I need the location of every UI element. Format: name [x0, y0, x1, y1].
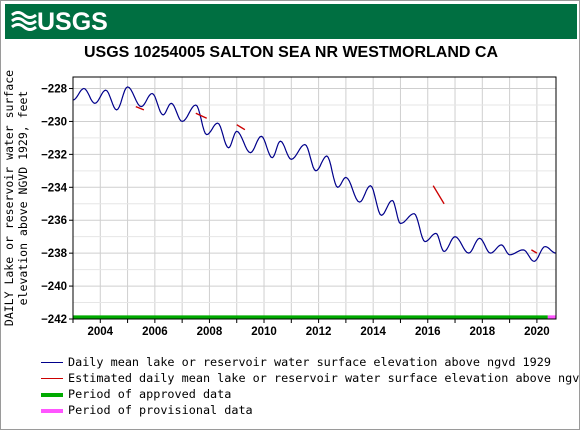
legend-label: Period of approved data: [68, 387, 232, 401]
legend-label: Daily mean lake or reservoir water surfa…: [68, 355, 551, 369]
legend-item: Daily mean lake or reservoir water surfa…: [41, 354, 579, 370]
x-tick-label: 2016: [415, 326, 441, 338]
estimated-series-segment: [531, 249, 538, 254]
legend-swatch: [41, 392, 63, 397]
x-tick-label: 2008: [197, 326, 223, 338]
usgs-banner: USGS: [5, 4, 577, 39]
x-tick-label: 2006: [142, 326, 168, 338]
legend-item: Estimated daily mean lake or reservoir w…: [41, 370, 580, 386]
estimated-series-segment: [195, 112, 207, 119]
legend-label: Estimated daily mean lake or reservoir w…: [68, 371, 580, 385]
series-lines: [72, 86, 557, 263]
x-tick-label: 2010: [251, 326, 277, 338]
estimated-series-segment: [135, 105, 145, 111]
estimated-series-segment: [236, 124, 246, 131]
chart-title: USGS 10254005 SALTON SEA NR WESTMORLAND …: [83, 44, 498, 61]
y-tick-label: −242: [41, 314, 67, 326]
legend: Daily mean lake or reservoir water surfa…: [41, 354, 580, 418]
x-tick-label: 2014: [360, 326, 386, 338]
y-tick-label: −240: [41, 281, 67, 293]
plot-frame: [72, 76, 557, 320]
legend-swatch: [41, 408, 63, 413]
estimated-series-segment: [432, 185, 445, 205]
y-axis-label: DAILY Lake or reservoir water surfaceele…: [2, 70, 30, 326]
y-tick-label: −236: [41, 215, 67, 227]
legend-label: Period of provisional data: [68, 403, 253, 417]
usgs-logo-text: USGS: [37, 8, 108, 36]
usgs-wave-icon: [11, 11, 37, 31]
axis-ticks: 2004 2006 2008 2010 2012 2014 2016 2018 2020 −228…: [41, 84, 550, 338]
y-tick-label: −234: [41, 182, 68, 194]
x-tick-label: 2004: [87, 326, 113, 338]
y-tick-label: −238: [41, 248, 68, 260]
legend-item: Period of approved data: [41, 386, 579, 402]
grid-lines: [72, 77, 556, 320]
daily-mean-series-line: [72, 86, 557, 263]
legend-swatch: [41, 362, 63, 363]
x-tick-label: 2018: [470, 326, 496, 338]
y-tick-label: −228: [41, 84, 68, 96]
y-tick-label: −232: [41, 149, 67, 161]
y-tick-label: −230: [41, 116, 67, 128]
chart-svg: 2004 2006 2008 2010 2012 2014 2016 2018 2020 −228…: [2, 70, 557, 338]
x-tick-label: 2012: [306, 326, 332, 338]
legend-item: Period of provisional data: [41, 402, 579, 418]
x-tick-label: 2020: [524, 326, 550, 338]
legend-swatch: [41, 378, 63, 379]
